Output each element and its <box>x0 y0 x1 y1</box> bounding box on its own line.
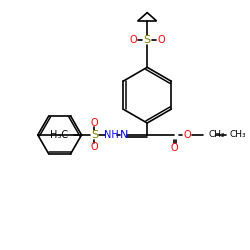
Text: S: S <box>144 36 151 46</box>
Text: O: O <box>170 143 178 153</box>
Text: O: O <box>130 36 137 46</box>
Text: CH₃: CH₃ <box>230 130 246 140</box>
Text: O: O <box>183 130 191 140</box>
Text: H₃C: H₃C <box>50 130 68 140</box>
Text: CH₂: CH₂ <box>209 130 226 140</box>
Text: O: O <box>91 142 98 152</box>
Text: S: S <box>91 130 98 140</box>
Text: N: N <box>120 130 128 140</box>
Text: O: O <box>157 36 165 46</box>
Text: NH: NH <box>104 130 119 140</box>
Text: O: O <box>91 118 98 128</box>
